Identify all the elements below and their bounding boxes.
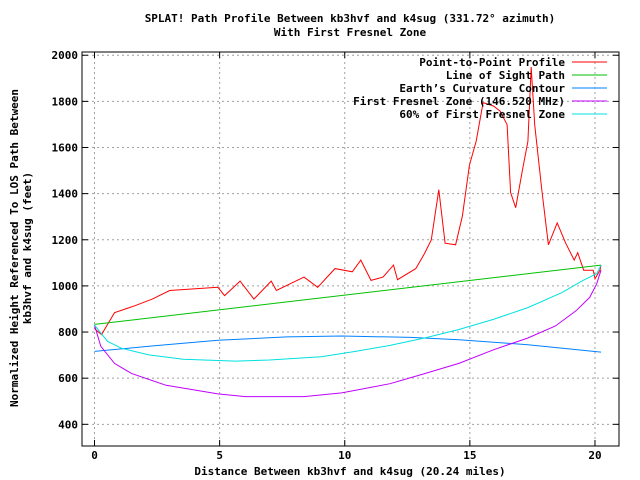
- axis-ticks: 0 5 10 15 20 400 600 800 1000 1200 1400 1600 1800 200…: [52, 49, 619, 462]
- y-tick-label: 1600: [52, 142, 79, 155]
- series-line-1: [94, 264, 602, 325]
- legend-label-0: Point-to-Point Profile: [419, 56, 565, 69]
- plot-frame: [81, 51, 620, 447]
- series-line-4: [94, 264, 602, 362]
- x-tick-label: 5: [216, 449, 223, 462]
- legend-label-4: 60% of First Fresnel Zone: [399, 108, 565, 121]
- x-tick-label: 0: [91, 449, 98, 462]
- y-tick-label: 1800: [52, 95, 79, 108]
- y-tick-label: 600: [58, 372, 78, 385]
- series-line-0: [94, 66, 602, 336]
- legend-label-3: First Fresnel Zone (146.520 MHz): [353, 95, 565, 108]
- x-tick-label: 10: [338, 449, 351, 462]
- grid: [82, 52, 619, 446]
- y-tick-label: 1000: [52, 280, 79, 293]
- chart-title-line-1: SPLAT! Path Profile Between kb3hvf and k…: [145, 12, 556, 25]
- y-tick-label: 1200: [52, 234, 79, 247]
- y-axis-label-line-1: Normalized Height Referenced To LOS Path…: [8, 89, 21, 407]
- x-axis-label: Distance Between kb3hvf and k4sug (20.24…: [194, 465, 505, 478]
- y-axis-label-line-2: kb3hvf and k4sug (feet): [21, 172, 34, 324]
- series-line-3: [94, 270, 602, 398]
- x-tick-label: 15: [463, 449, 476, 462]
- series-line-2: [94, 335, 602, 353]
- legend-label-2: Earth’s Curvature Contour: [399, 82, 565, 95]
- y-tick-label: 2000: [52, 49, 79, 62]
- y-tick-label: 800: [58, 326, 78, 339]
- y-tick-label: 1400: [52, 188, 79, 201]
- chart-title-line-2: With First Fresnel Zone: [274, 26, 427, 39]
- x-tick-label: 20: [588, 449, 601, 462]
- legend-label-1: Line of Sight Path: [446, 69, 565, 82]
- y-tick-label: 400: [58, 418, 78, 431]
- series-lines: [94, 66, 602, 398]
